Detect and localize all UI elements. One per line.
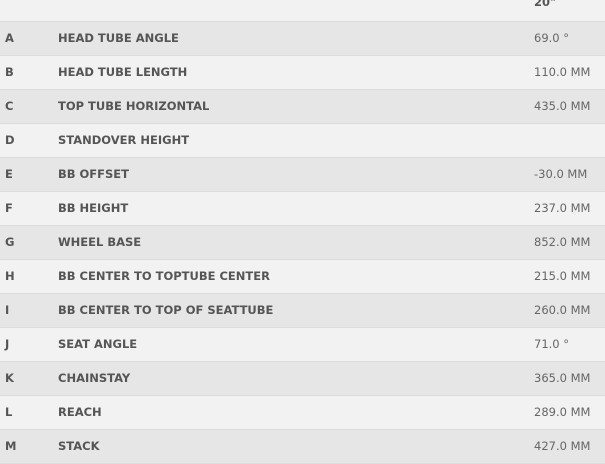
- header-letter: [0, 0, 58, 20]
- table-row: B HEAD TUBE LENGTH 110.0 MM: [0, 55, 605, 89]
- row-letter: B: [5, 65, 14, 79]
- row-letter: E: [5, 167, 13, 181]
- header-label: [58, 0, 534, 20]
- row-letter: K: [5, 371, 14, 385]
- row-label: TOP TUBE HORIZONTAL: [58, 99, 210, 113]
- table-row: G WHEEL BASE 852.0 MM: [0, 225, 605, 259]
- row-value: 215.0 MM: [534, 269, 591, 283]
- row-label: BB HEIGHT: [58, 201, 129, 215]
- row-label: CHAINSTAY: [58, 371, 131, 385]
- table-row: C TOP TUBE HORIZONTAL 435.0 MM: [0, 89, 605, 123]
- row-letter: F: [5, 201, 13, 215]
- table-row: E BB OFFSET -30.0 MM: [0, 157, 605, 191]
- row-value: [534, 123, 605, 157]
- row-label: REACH: [58, 405, 102, 419]
- row-letter: I: [5, 303, 10, 317]
- row-label: HEAD TUBE ANGLE: [58, 31, 179, 45]
- row-label: WHEEL BASE: [58, 235, 142, 249]
- header-row: 20": [0, 0, 605, 21]
- row-value: 69.0 °: [534, 31, 570, 45]
- row-letter: M: [5, 439, 17, 453]
- row-label: BB CENTER TO TOP OF SEATTUBE: [58, 303, 274, 317]
- row-letter: C: [5, 99, 14, 113]
- table-row: F BB HEIGHT 237.0 MM: [0, 191, 605, 225]
- row-letter: H: [5, 269, 15, 283]
- row-value: 237.0 MM: [534, 201, 591, 215]
- row-value: 71.0 °: [534, 337, 570, 351]
- table-row: A HEAD TUBE ANGLE 69.0 °: [0, 21, 605, 55]
- table-row: M STACK 427.0 MM: [0, 429, 605, 463]
- row-letter: G: [5, 235, 15, 249]
- row-label: BB OFFSET: [58, 167, 130, 181]
- table-row: D STANDOVER HEIGHT: [0, 123, 605, 157]
- size-header: 20": [534, 0, 605, 20]
- row-label: SEAT ANGLE: [58, 337, 138, 351]
- row-value: -30.0 MM: [534, 167, 588, 181]
- row-value: 852.0 MM: [534, 235, 591, 249]
- table-row: J SEAT ANGLE 71.0 °: [0, 327, 605, 361]
- row-letter: J: [5, 337, 10, 351]
- row-value: 260.0 MM: [534, 303, 591, 317]
- row-label: STANDOVER HEIGHT: [58, 133, 190, 147]
- row-label: STACK: [58, 439, 100, 453]
- row-value: 365.0 MM: [534, 371, 591, 385]
- row-value: 289.0 MM: [534, 405, 591, 419]
- table-row: H BB CENTER TO TOPTUBE CENTER 215.0 MM: [0, 259, 605, 293]
- table-row: I BB CENTER TO TOP OF SEATTUBE 260.0 MM: [0, 293, 605, 327]
- row-letter: A: [5, 31, 14, 45]
- row-value: 427.0 MM: [534, 439, 591, 453]
- table-row: L REACH 289.0 MM: [0, 395, 605, 429]
- row-letter: L: [5, 405, 13, 419]
- row-label: BB CENTER TO TOPTUBE CENTER: [58, 269, 270, 283]
- row-value: 435.0 MM: [534, 99, 591, 113]
- row-label: HEAD TUBE LENGTH: [58, 65, 188, 79]
- row-value: 110.0 MM: [534, 65, 591, 79]
- table-row: K CHAINSTAY 365.0 MM: [0, 361, 605, 395]
- row-letter: D: [5, 133, 15, 147]
